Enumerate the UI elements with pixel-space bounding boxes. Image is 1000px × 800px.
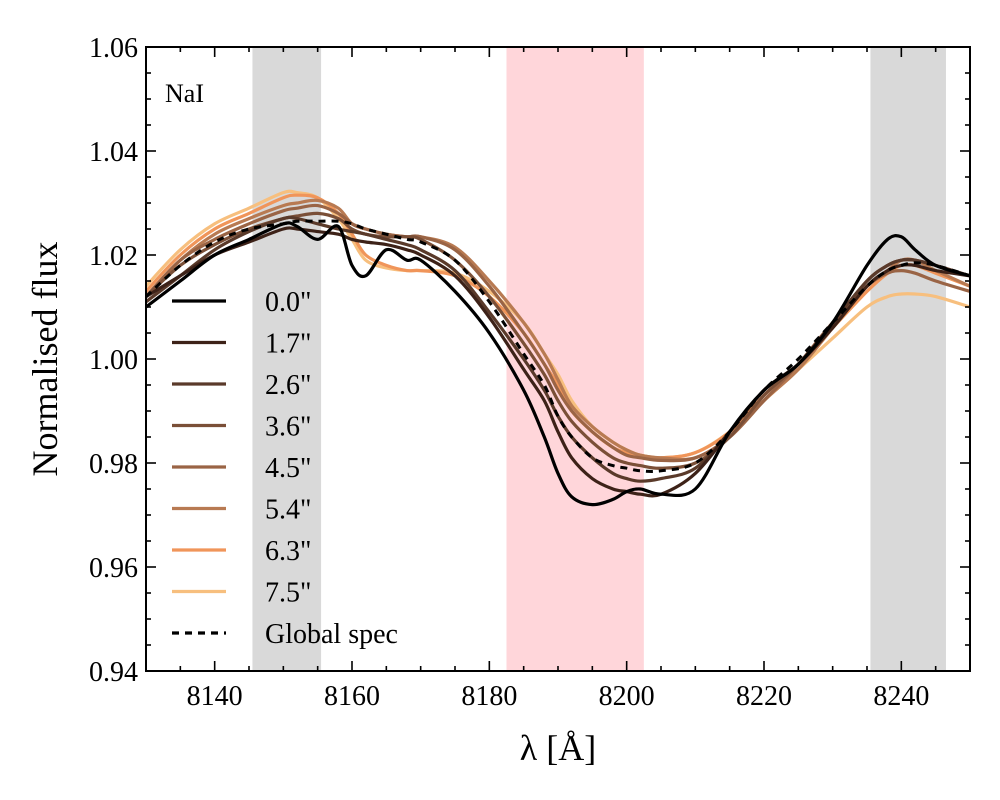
- legend-label-1: 1.7": [265, 329, 311, 360]
- x-tick-label: 8180: [461, 681, 517, 712]
- y-tick-label: 1.02: [89, 241, 138, 272]
- series-line-0: [146, 221, 970, 507]
- legend-label-8: Global spec: [265, 619, 398, 650]
- y-tick-label: 1.06: [89, 33, 138, 64]
- y-tick-label: 0.94: [89, 657, 138, 688]
- series-line-1: [146, 226, 970, 498]
- legend-label-6: 6.3": [265, 536, 311, 567]
- legend-label-2: 2.6": [265, 370, 311, 401]
- x-tick-label: 8200: [599, 681, 655, 712]
- x-tick-label: 8140: [187, 681, 243, 712]
- series-line-8: [146, 219, 970, 473]
- axis-ticks: 8140 8160 8180 8200 8220 8240 0.94 0.96 0.98 1.00…: [89, 33, 971, 712]
- legend-label-0: 0.0": [265, 287, 311, 318]
- legend-label-4: 4.5": [265, 453, 311, 484]
- legend: 0.0" 1.7" 2.6" 3.6" 4.5" 5.4" 6.3" 7.5" Global s…: [172, 287, 398, 650]
- series-lines: [146, 189, 970, 507]
- x-axis-label: λ [Å]: [520, 728, 596, 768]
- x-tick-label: 8240: [873, 681, 929, 712]
- y-tick-label: 1.04: [89, 137, 138, 168]
- band-feature: [506, 47, 644, 671]
- y-axis-label: Normalised flux: [25, 242, 65, 477]
- y-tick-label: 0.96: [89, 553, 138, 584]
- band-blue-continuum: [252, 47, 322, 671]
- legend-label-3: 3.6": [265, 412, 311, 443]
- x-tick-label: 8220: [736, 681, 792, 712]
- panel-annotation: NaI: [165, 79, 204, 108]
- shaded-bands: [252, 47, 946, 671]
- band-red-continuum: [870, 47, 946, 671]
- y-tick-label: 1.00: [89, 345, 138, 376]
- legend-label-5: 5.4": [265, 495, 311, 526]
- legend-label-7: 7.5": [265, 578, 311, 609]
- y-tick-label: 0.98: [89, 449, 138, 480]
- x-tick-label: 8160: [324, 681, 380, 712]
